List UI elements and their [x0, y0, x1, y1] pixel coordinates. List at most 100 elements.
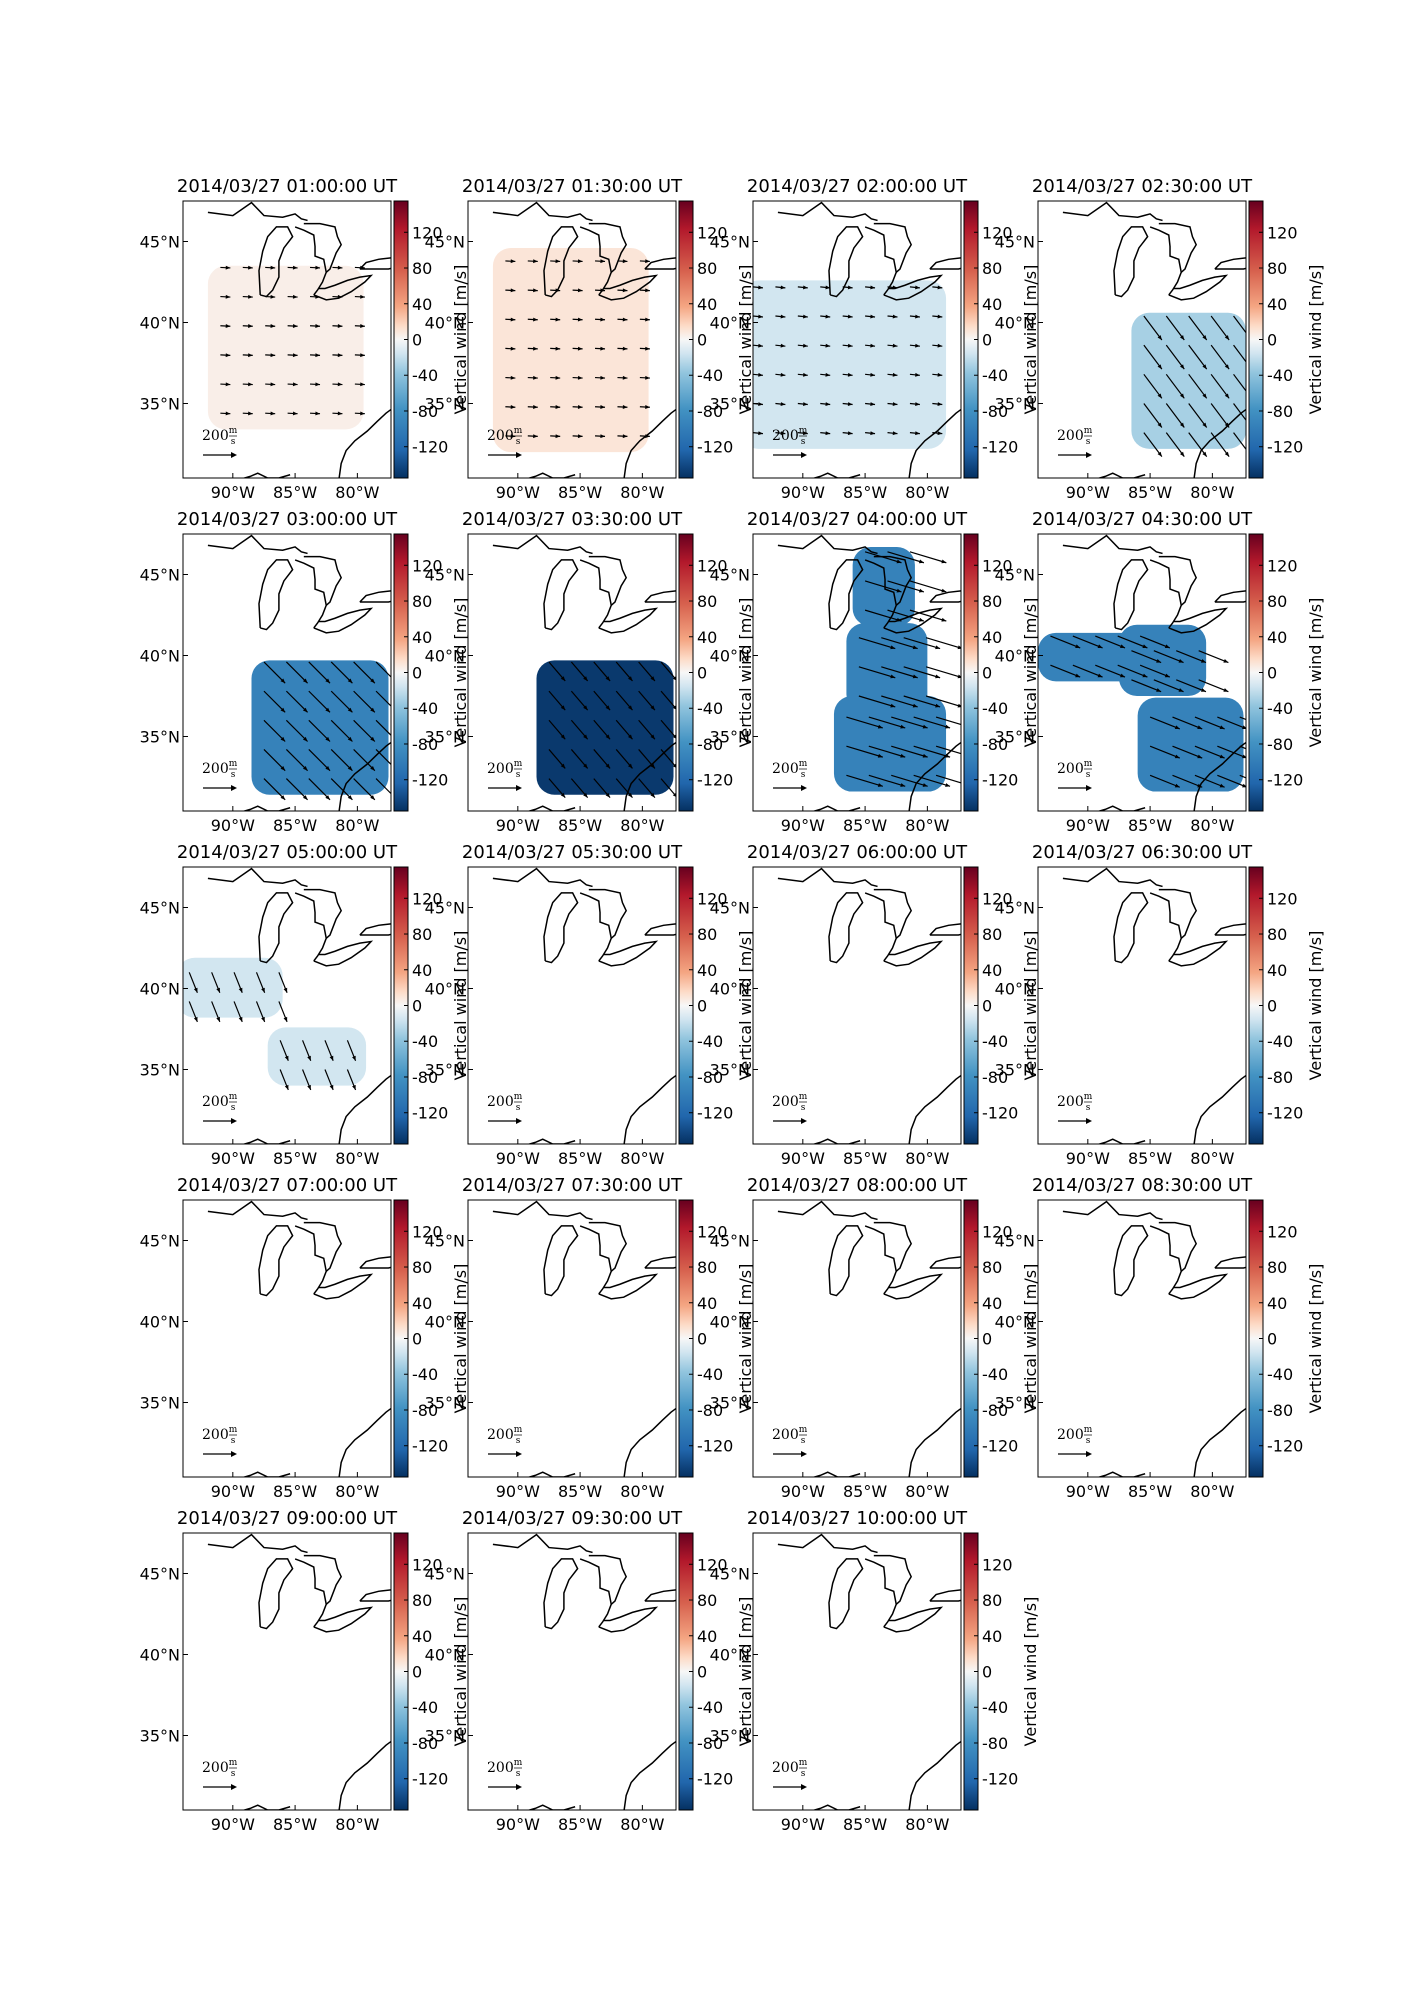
arrow-scale-unit: s	[231, 1769, 236, 1779]
y-tick-label: 35°N	[425, 1726, 465, 1745]
x-tick-label: 80°W	[335, 1815, 379, 1834]
arrow-scale-unit: m	[799, 426, 808, 436]
panel-title: 2014/03/27 06:30:00 UT	[1032, 842, 1253, 863]
arrow-scale-value: 200	[202, 761, 229, 777]
y-tick-label: 35°N	[995, 1060, 1035, 1079]
y-tick-label: 40°N	[995, 1312, 1035, 1331]
y-tick-label: 45°N	[710, 232, 750, 251]
x-tick-label: 85°W	[843, 1815, 887, 1834]
arrow-scale-unit: s	[801, 437, 806, 447]
y-tick-label: 45°N	[425, 565, 465, 584]
colorbar-tick-label: 40	[1267, 295, 1287, 314]
y-tick-label: 45°N	[140, 1231, 180, 1250]
y-tick-label: 35°N	[140, 727, 180, 746]
colorbar-tick-label: 80	[412, 259, 432, 278]
arrow-scale-unit: m	[799, 1092, 808, 1102]
x-tick-label: 85°W	[558, 1482, 602, 1501]
colorbar-label: Vertical wind [m/s]	[451, 265, 470, 415]
x-tick-label: 85°W	[273, 1482, 317, 1501]
colorbar-tick-label: 80	[412, 1591, 432, 1610]
panel-title: 2014/03/27 04:00:00 UT	[747, 509, 968, 530]
arrow-scale-value: 200	[202, 428, 229, 444]
colorbar-tick-label: 80	[697, 1258, 717, 1277]
x-tick-label: 80°W	[905, 483, 949, 502]
y-tick-label: 40°N	[710, 979, 750, 998]
x-tick-label: 90°W	[781, 816, 825, 835]
arrow-scale-value: 200	[1057, 1094, 1084, 1110]
colorbar-tick-label: 0	[982, 331, 992, 350]
x-tick-label: 85°W	[273, 816, 317, 835]
x-tick-label: 85°W	[1128, 1482, 1172, 1501]
x-tick-label: 80°W	[1190, 1149, 1234, 1168]
arrow-scale-unit: s	[516, 1769, 521, 1779]
colorbar-tick-label: 80	[1267, 259, 1287, 278]
colorbar-tick-label: 120	[982, 1555, 1013, 1574]
x-tick-label: 90°W	[781, 483, 825, 502]
panel-title: 2014/03/27 09:00:00 UT	[177, 1508, 398, 1529]
colorbar-tick-label: 40	[697, 1294, 717, 1313]
arrow-scale-value: 200	[1057, 1427, 1084, 1443]
colorbar-tick-label: 120	[1267, 889, 1298, 908]
x-tick-label: 90°W	[781, 1815, 825, 1834]
arrow-scale-value: 200	[772, 1094, 799, 1110]
x-tick-label: 90°W	[1066, 1149, 1110, 1168]
x-tick-label: 85°W	[273, 1149, 317, 1168]
x-tick-label: 90°W	[211, 1149, 255, 1168]
y-tick-label: 40°N	[140, 1645, 180, 1664]
arrow-scale-value: 200	[202, 1427, 229, 1443]
colorbar-tick-label: 0	[982, 1663, 992, 1682]
colorbar-tick-label: -40	[982, 366, 1008, 385]
arrow-scale-unit: m	[229, 426, 238, 436]
colorbar-tick-label: -120	[1267, 1437, 1303, 1456]
colorbar-label: Vertical wind [m/s]	[1021, 931, 1040, 1081]
arrow-scale-value: 200	[772, 761, 799, 777]
colorbar-label: Vertical wind [m/s]	[451, 1264, 470, 1414]
arrow-scale-unit: s	[1086, 1103, 1091, 1113]
panel-title: 2014/03/27 08:30:00 UT	[1032, 1175, 1253, 1196]
y-tick-label: 45°N	[710, 898, 750, 917]
colorbar-tick-label: 80	[697, 1591, 717, 1610]
arrow-scale-value: 200	[202, 1760, 229, 1776]
wind-region	[741, 280, 947, 448]
panel-title: 2014/03/27 07:30:00 UT	[462, 1175, 683, 1196]
x-tick-label: 85°W	[843, 1149, 887, 1168]
colorbar-tick-label: 80	[982, 592, 1002, 611]
x-tick-label: 90°W	[781, 1482, 825, 1501]
y-tick-label: 40°N	[995, 313, 1035, 332]
y-tick-label: 35°N	[140, 1393, 180, 1412]
arrow-scale-unit: s	[231, 1103, 236, 1113]
x-tick-label: 90°W	[211, 816, 255, 835]
x-tick-label: 90°W	[211, 1482, 255, 1501]
colorbar-tick-label: -120	[1267, 1104, 1303, 1123]
y-tick-label: 35°N	[140, 1060, 180, 1079]
y-tick-label: 40°N	[710, 313, 750, 332]
arrow-scale-unit: s	[1086, 770, 1091, 780]
arrow-scale-unit: m	[1084, 759, 1093, 769]
colorbar-tick-label: 0	[697, 997, 707, 1016]
x-tick-label: 80°W	[335, 483, 379, 502]
arrow-scale-value: 200	[202, 1094, 229, 1110]
arrow-scale-unit: m	[799, 759, 808, 769]
arrow-scale-unit: m	[1084, 1092, 1093, 1102]
colorbar-label: Vertical wind [m/s]	[1306, 1264, 1325, 1414]
x-tick-label: 85°W	[843, 1482, 887, 1501]
panel-title: 2014/03/27 06:00:00 UT	[747, 842, 968, 863]
colorbar-label: Vertical wind [m/s]	[1306, 265, 1325, 415]
colorbar-label: Vertical wind [m/s]	[1306, 931, 1325, 1081]
wind-region	[268, 1027, 366, 1085]
colorbar-tick-label: -80	[982, 1734, 1008, 1753]
arrow-scale-unit: s	[231, 437, 236, 447]
arrow-scale-unit: m	[514, 1092, 523, 1102]
colorbar-tick-label: 40	[982, 295, 1002, 314]
colorbar-tick-label: 80	[1267, 1258, 1287, 1277]
colorbar-tick-label: 40	[412, 961, 432, 980]
y-tick-label: 40°N	[710, 1312, 750, 1331]
colorbar-tick-label: -40	[982, 1698, 1008, 1717]
colorbar-tick-label: -40	[412, 699, 438, 718]
wind-region	[208, 266, 364, 430]
x-tick-label: 85°W	[1128, 483, 1172, 502]
arrow-scale-unit: m	[514, 426, 523, 436]
arrow-scale-unit: m	[229, 1425, 238, 1435]
colorbar-label: Vertical wind [m/s]	[451, 931, 470, 1081]
y-tick-label: 45°N	[710, 565, 750, 584]
